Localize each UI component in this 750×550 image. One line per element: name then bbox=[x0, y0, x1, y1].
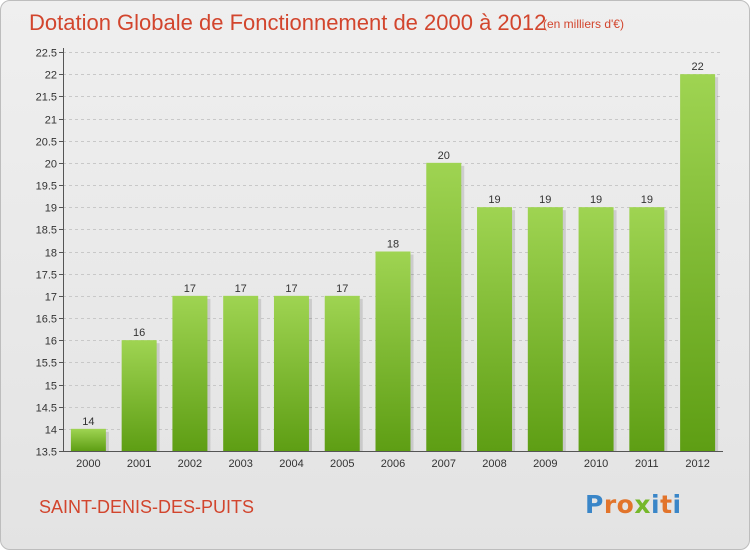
x-tick-label: 2002 bbox=[178, 458, 202, 470]
y-tick-label: 20.5 bbox=[36, 137, 57, 149]
x-tick-label: 2001 bbox=[127, 458, 151, 470]
bar-value-label: 18 bbox=[387, 239, 399, 251]
bar-value-label: 17 bbox=[336, 283, 348, 295]
bar bbox=[172, 295, 208, 451]
logo-letter: i bbox=[651, 490, 661, 519]
logo-letter: r bbox=[603, 490, 617, 519]
y-tick-label: 21.5 bbox=[36, 92, 57, 104]
bar bbox=[223, 295, 259, 451]
y-tick-label: 19 bbox=[45, 203, 57, 215]
bar bbox=[578, 207, 614, 451]
x-tick-label: 2006 bbox=[381, 458, 405, 470]
bar bbox=[273, 295, 309, 451]
x-tick-label: 2011 bbox=[635, 458, 659, 470]
x-tick-label: 2009 bbox=[533, 458, 557, 470]
bar-value-label: 19 bbox=[590, 194, 602, 206]
bar bbox=[375, 251, 411, 451]
y-tick-label: 22 bbox=[45, 70, 57, 82]
y-tick-label: 21 bbox=[45, 115, 57, 127]
bar-value-label: 17 bbox=[285, 283, 297, 295]
x-tick-label: 2005 bbox=[330, 458, 354, 470]
y-tick-label: 18.5 bbox=[36, 225, 57, 237]
bar-value-label: 19 bbox=[641, 194, 653, 206]
x-tick-label: 2003 bbox=[228, 458, 252, 470]
y-tick-label: 15.5 bbox=[36, 358, 57, 370]
axes: 13.5 14 14.5 15 15.5 16 16.5 17 17.5 18 18.5 19 19.5… bbox=[36, 48, 723, 459]
x-tick-label: 2008 bbox=[482, 458, 506, 470]
y-tick-label: 20 bbox=[45, 159, 57, 171]
x-tick-label: 2012 bbox=[685, 458, 709, 470]
chart-subtitle: (en milliers d'€) bbox=[543, 17, 624, 31]
bar bbox=[426, 162, 462, 452]
commune-name: SAINT-DENIS-DES-PUITS bbox=[39, 497, 255, 517]
bar bbox=[477, 207, 513, 451]
y-tick-label: 17.5 bbox=[36, 270, 57, 282]
x-tick-label: 2000 bbox=[76, 458, 100, 470]
y-tick-label: 15 bbox=[45, 381, 57, 393]
bar bbox=[324, 295, 360, 451]
bar-value-label: 17 bbox=[235, 283, 247, 295]
y-tick-label: 19.5 bbox=[36, 181, 57, 193]
bar-value-label: 14 bbox=[82, 416, 94, 428]
y-tick-label: 17 bbox=[45, 292, 57, 304]
logo-letter: i bbox=[672, 490, 682, 519]
proxiti-logo: Proxiti bbox=[585, 490, 682, 519]
x-tick-label: 2007 bbox=[432, 458, 456, 470]
bar-value-label: 19 bbox=[488, 194, 500, 206]
bar bbox=[629, 207, 665, 451]
bar bbox=[70, 428, 106, 451]
bar bbox=[121, 340, 157, 451]
y-tick-label: 16.5 bbox=[36, 314, 57, 326]
bar-value-label: 19 bbox=[539, 194, 551, 206]
logo-letter: x bbox=[634, 490, 651, 519]
bar-value-label: 17 bbox=[184, 283, 196, 295]
bar-value-label: 20 bbox=[438, 150, 450, 162]
bar bbox=[680, 74, 716, 452]
y-tick-label: 22.5 bbox=[36, 48, 57, 60]
logo-letter: o bbox=[616, 490, 635, 519]
y-tick-label: 14 bbox=[45, 425, 57, 437]
logo-letter: t bbox=[660, 490, 673, 519]
bar-value-label: 16 bbox=[133, 327, 145, 339]
y-tick-label: 18 bbox=[45, 248, 57, 260]
bars bbox=[70, 74, 719, 452]
logo-letter: P bbox=[585, 490, 604, 519]
labels: 14 2000 16 2001 17 2002 17 2003 17 2004 17 2005 18 20… bbox=[76, 61, 710, 470]
bar bbox=[527, 207, 563, 451]
bar-value-label: 22 bbox=[691, 61, 703, 73]
y-tick-label: 16 bbox=[45, 336, 57, 348]
x-tick-label: 2010 bbox=[584, 458, 608, 470]
y-tick-label: 13.5 bbox=[36, 447, 57, 459]
chart-title: Dotation Globale de Fonctionnement de 20… bbox=[29, 10, 547, 35]
y-tick-label: 14.5 bbox=[36, 403, 57, 415]
x-tick-label: 2004 bbox=[279, 458, 303, 470]
